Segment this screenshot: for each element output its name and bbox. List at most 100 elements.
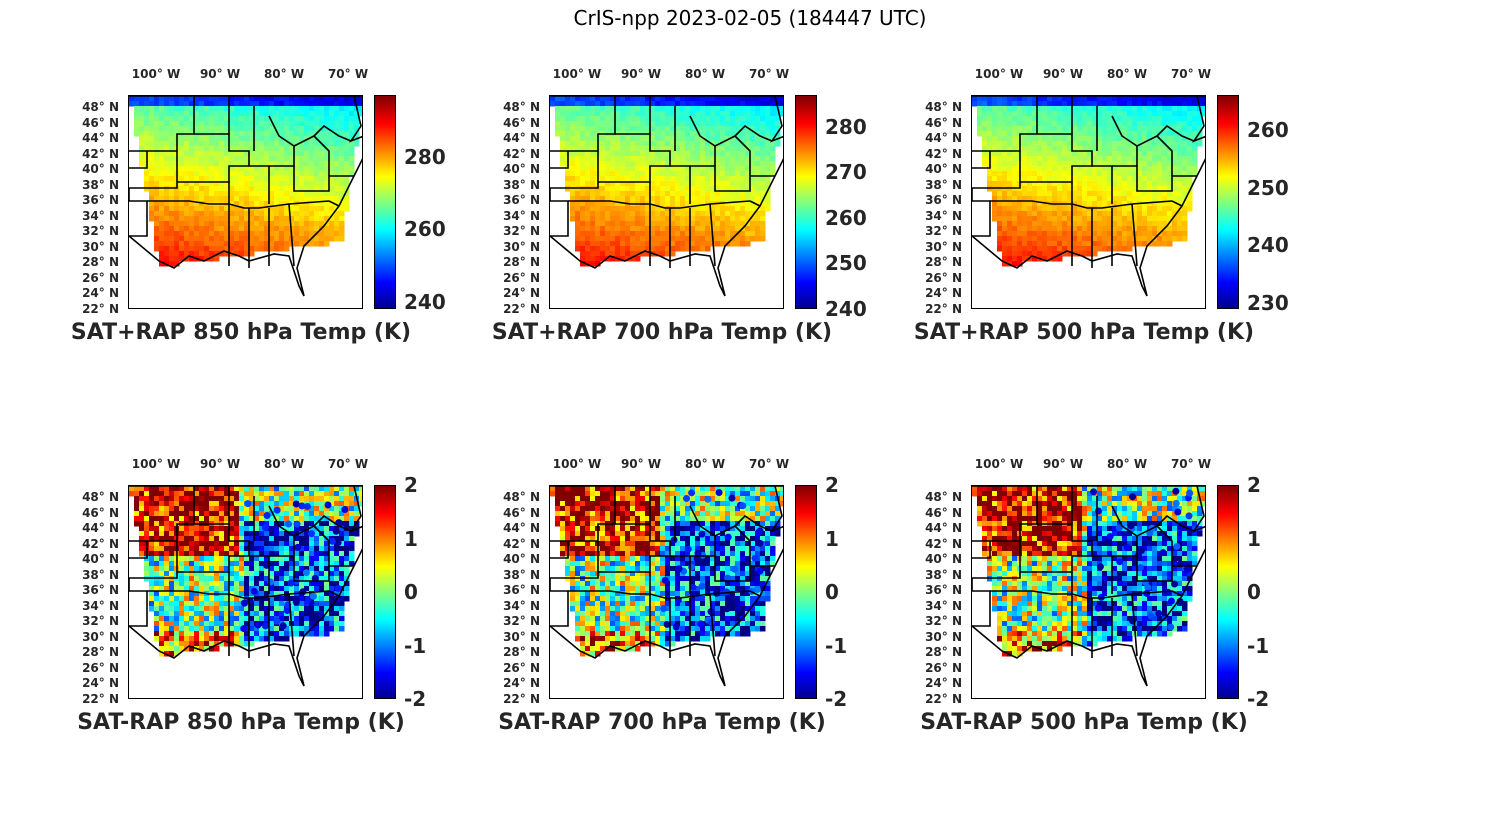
boundary-line: [228, 96, 295, 151]
lat-tick-label: 22° N: [82, 691, 119, 706]
boundary-line: [348, 486, 362, 533]
colorbar-tick-label: -2: [1247, 687, 1270, 711]
map-panel: 100° W 90° W 80° W 70° W 48° N 46° N 44° N 42° …: [904, 48, 1324, 388]
map-axes: [971, 95, 1206, 309]
lat-tick-label: 34° N: [82, 208, 119, 223]
lat-tick-label: 22° N: [82, 301, 119, 316]
map-plot: [972, 486, 1205, 687]
lat-tick-label: 48° N: [82, 490, 119, 504]
colorbar-tick-label: 2: [404, 473, 418, 497]
retrieval-field: [550, 486, 783, 657]
lat-tick-label: 22° N: [925, 301, 962, 316]
lat-tick-label: 44° N: [925, 131, 962, 145]
boundary-line: [769, 486, 783, 533]
lat-tick-label: 36° N: [925, 583, 962, 597]
colorbar-tick-label: 260: [1247, 117, 1289, 142]
lat-tick-label: 46° N: [503, 115, 540, 130]
map-plot: [550, 486, 783, 687]
lat-tick-label: 32° N: [82, 224, 119, 238]
boundary-line: [550, 96, 616, 152]
boundary-line: [1112, 165, 1197, 192]
colorbar-tick-label: 230: [1247, 291, 1289, 316]
map-plot: [129, 96, 362, 297]
lat-tick-label: 32° N: [503, 614, 540, 628]
lat-tick-label: 42° N: [925, 536, 962, 551]
lat-tick-label: 38° N: [82, 177, 119, 192]
panel-title: SAT-RAP 700 hPa Temp (K): [498, 710, 826, 735]
lat-tick-label: 48° N: [925, 490, 962, 504]
boundary-line: [649, 486, 716, 541]
boundary-line: [129, 548, 362, 687]
boundary-line: [749, 200, 761, 207]
boundary-line: [147, 590, 330, 599]
colorbar-tick-label: 250: [1247, 175, 1289, 200]
boundary-line: [734, 124, 773, 142]
lon-tick-label: 70° W: [327, 457, 369, 471]
lat-tick-label: 28° N: [503, 645, 540, 659]
boundary-line: [228, 486, 295, 541]
lat-tick-label: 36° N: [503, 193, 540, 207]
boundary-line: [313, 124, 352, 142]
lat-tick-label: 40° N: [503, 162, 540, 176]
boundary-line: [972, 486, 1038, 542]
boundary-line: [129, 96, 195, 152]
colorbar-tick-label: 250: [825, 251, 867, 276]
lat-tick-label: 44° N: [82, 521, 119, 535]
boundary-line: [129, 541, 148, 559]
boundary-line: [990, 590, 1173, 599]
lat-tick-label: 28° N: [925, 645, 962, 659]
lat-tick-label: 42° N: [925, 146, 962, 161]
map-axes: [128, 95, 363, 309]
boundary-line: [568, 590, 751, 599]
lat-tick-label: 34° N: [925, 208, 962, 223]
boundary-line: [348, 96, 362, 143]
lon-tick-label: 80° W: [684, 67, 726, 81]
lat-tick-label: 36° N: [503, 583, 540, 597]
lat-tick-label: 24° N: [503, 286, 540, 300]
boundary-line: [177, 523, 250, 573]
lat-tick-label: 28° N: [82, 645, 119, 659]
lat-tick-label: 38° N: [82, 567, 119, 582]
boundary-line: [972, 96, 1038, 152]
boundary-line: [177, 133, 250, 183]
colorbar-tick-label: -2: [825, 687, 848, 711]
lat-tick-label: 44° N: [82, 131, 119, 145]
lat-tick-label: 36° N: [82, 193, 119, 207]
lat-tick-label: 24° N: [503, 676, 540, 690]
boundary-line: [598, 523, 671, 573]
lon-tick-label: 90° W: [620, 457, 662, 471]
lat-tick-label: 30° N: [503, 629, 540, 644]
boundary-line: [649, 203, 716, 268]
lon-tick-label: 80° W: [263, 67, 305, 81]
lat-tick-label: 24° N: [82, 676, 119, 690]
colorbar: [1217, 95, 1239, 309]
map-panel: 100° W 90° W 80° W 70° W 48° N 46° N 44° N 42° …: [904, 438, 1324, 778]
lat-tick-label: 48° N: [503, 100, 540, 114]
retrieval-field: [972, 486, 1205, 657]
boundary-line: [1156, 124, 1195, 142]
map-plot: [129, 486, 362, 687]
colorbar-tick-label: 0: [1247, 580, 1261, 604]
lat-tick-label: 22° N: [503, 301, 540, 316]
colorbar-tick-label: 280: [825, 114, 867, 139]
colorbar-tick-label: -1: [1247, 633, 1270, 658]
lon-tick-label: 100° W: [131, 67, 181, 81]
lat-tick-label: 34° N: [503, 208, 540, 223]
boundary-line: [972, 541, 991, 559]
lon-tick-label: 70° W: [1170, 67, 1212, 81]
boundary-line: [129, 158, 362, 297]
lat-tick-label: 26° N: [925, 660, 962, 675]
lat-tick-label: 32° N: [925, 224, 962, 238]
boundary-line: [1071, 203, 1138, 268]
map-plot: [972, 96, 1205, 297]
state-boundaries: [972, 486, 1205, 687]
lat-tick-label: 26° N: [503, 270, 540, 285]
lat-tick-label: 44° N: [503, 131, 540, 145]
state-boundaries: [129, 96, 362, 297]
panel-title: SAT-RAP 850 hPa Temp (K): [77, 710, 405, 735]
boundary-line: [1191, 96, 1205, 143]
lat-tick-label: 44° N: [925, 521, 962, 535]
boundary-line: [550, 486, 616, 542]
map-axes: [971, 485, 1206, 699]
colorbar-tick-label: 270: [825, 160, 867, 185]
